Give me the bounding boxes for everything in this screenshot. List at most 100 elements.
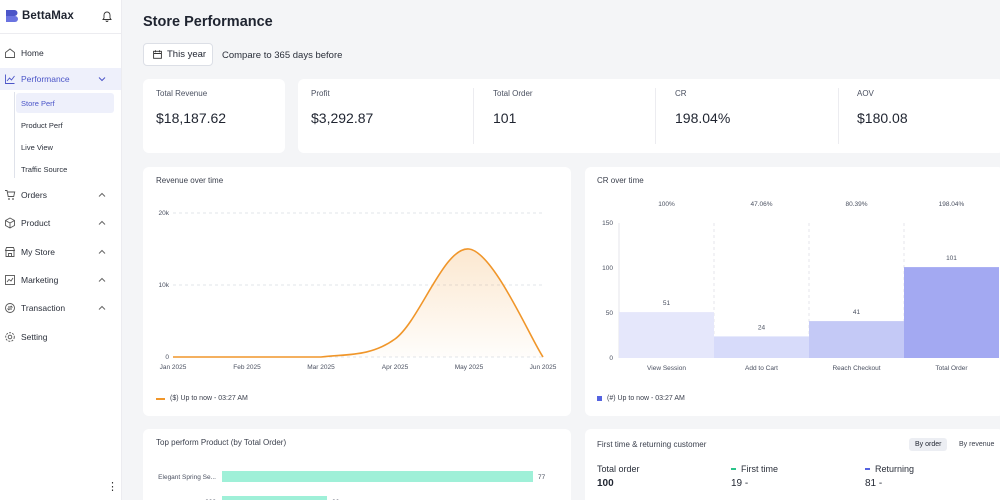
sidebar-divider: [0, 33, 121, 34]
y-tick-label: 0: [165, 354, 169, 361]
y-tick-label: 20k: [159, 210, 170, 217]
kpi-value-aov: $180.08: [857, 110, 908, 126]
sidebar-item-my-store[interactable]: My Store: [0, 241, 121, 263]
cart-icon: [5, 190, 16, 200]
sidebar-item-label: Performance: [21, 74, 70, 84]
transaction-icon: [5, 303, 15, 313]
marketing-icon: [5, 275, 15, 285]
cr-bar: [619, 312, 714, 358]
x-tick-label: Jun 2025: [530, 364, 557, 371]
period-select-button[interactable]: This year: [143, 43, 213, 66]
cr-legend-text: (#) Up to now - 03:27 AM: [607, 395, 685, 402]
legend-swatch: [156, 397, 165, 400]
y-tick-label: 100: [602, 265, 613, 272]
product-name-label: Elegant Spring Se...: [158, 474, 216, 481]
x-tick-label: Reach Checkout: [832, 365, 880, 372]
revenue-chart-title: Revenue over time: [156, 176, 224, 185]
product-bar: [222, 496, 328, 500]
x-tick-label: View Session: [647, 365, 686, 372]
bar-value-label: 41: [853, 309, 861, 316]
brand[interactable]: BettaMax: [5, 9, 74, 23]
sidebar-item-performance[interactable]: Performance: [0, 68, 121, 90]
returning-label-wrap: Returning: [865, 464, 914, 474]
sidebar-subitem-live-view[interactable]: Live View: [21, 142, 53, 152]
sidebar-item-transaction[interactable]: Transaction: [0, 297, 121, 319]
page-title: Store Performance: [143, 14, 273, 30]
sidebar-subitem-traffic-source[interactable]: Traffic Source: [21, 164, 68, 174]
chevron-down-icon: [98, 77, 106, 82]
revenue-legend-text: ($) Up to now - 03:27 AM: [170, 395, 248, 402]
sidebar-item-setting[interactable]: Setting: [0, 326, 121, 348]
first-time-label: First time: [741, 464, 778, 474]
calendar-icon: [153, 50, 162, 59]
sidebar-subitem-store-perf[interactable]: Store Perf: [16, 93, 114, 113]
total-order-value: 100: [597, 478, 614, 489]
revenue-area: [173, 248, 543, 357]
total-order-label: Total order: [597, 464, 640, 474]
x-tick-label: Mar 2025: [307, 364, 335, 371]
chevron-up-icon: [98, 249, 106, 254]
percent-label: 100%: [658, 201, 675, 208]
sidebar-item-label: My Store: [21, 247, 56, 257]
cr-legend: (#) Up to now - 03:27 AM: [597, 395, 685, 402]
kpi-divider: [838, 88, 839, 144]
kpi-label-total-order: Total Order: [493, 89, 533, 98]
first-time-swatch: [731, 468, 736, 470]
kpi-divider: [473, 88, 474, 144]
y-tick-label: 10k: [159, 282, 170, 289]
percent-label: 47.06%: [750, 201, 772, 208]
first-time-label-wrap: First time: [731, 464, 778, 474]
top-products-card: Top perform Product (by Total Order): [143, 429, 571, 500]
sidebar-subitem-product-perf[interactable]: Product Perf: [21, 120, 63, 130]
top-products-bar-chart: Elegant Spring Se...7722226: [158, 471, 546, 500]
by-order-toggle[interactable]: By order: [909, 438, 948, 451]
kpi-card-total-revenue: Total Revenue $18,187.62: [143, 79, 285, 153]
cr-bar: [904, 267, 999, 358]
x-tick-label: Add to Cart: [745, 365, 778, 372]
x-tick-label: May 2025: [455, 364, 484, 371]
x-tick-label: Jan 2025: [160, 364, 187, 371]
chevron-up-icon: [98, 192, 106, 197]
sidebar-item-product[interactable]: Product: [0, 212, 121, 234]
home-icon: [5, 48, 15, 58]
cr-chart-title: CR over time: [597, 176, 644, 185]
percent-label: 198.04%: [939, 201, 965, 208]
kpi-value-cr: 198.04%: [675, 110, 731, 126]
bar-value-label: 101: [946, 255, 957, 262]
percent-label: 80.39%: [845, 201, 867, 208]
sidebar: BettaMax Home Performance Store Perf Pro…: [0, 0, 122, 500]
sidebar-item-marketing[interactable]: Marketing: [0, 269, 121, 291]
sidebar-item-home[interactable]: Home: [0, 42, 121, 64]
bettamax-logo-icon: [6, 10, 18, 22]
kpi-label-aov: AOV: [857, 89, 874, 98]
legend-swatch: [597, 396, 602, 401]
cr-bar-chart: 0 50 100 150 100% 51 View Session 47.06% 24 Add t…: [602, 201, 999, 372]
top-products-title: Top perform Product (by Total Order): [156, 438, 287, 447]
x-tick-label: Apr 2025: [382, 364, 409, 371]
submenu-rail: [14, 92, 15, 178]
more-options-icon[interactable]: ⋮: [107, 481, 118, 493]
compare-text: Compare to 365 days before: [222, 50, 343, 61]
sidebar-item-label: Marketing: [21, 275, 59, 285]
sidebar-item-label: Transaction: [21, 303, 66, 313]
brand-name: BettaMax: [22, 10, 74, 22]
sidebar-item-label: Product: [21, 218, 51, 228]
sidebar-item-label: Orders: [21, 190, 47, 200]
returning-label: Returning: [875, 464, 915, 474]
sidebar-item-orders[interactable]: Orders: [0, 184, 121, 206]
bar-value-label: 24: [758, 324, 766, 331]
product-bar: [222, 471, 533, 482]
cr-bar: [714, 336, 809, 358]
bell-icon[interactable]: [102, 11, 112, 22]
product-value-label: 77: [538, 474, 546, 481]
sidebar-item-label: Home: [21, 48, 44, 58]
gear-icon: [5, 332, 15, 342]
y-tick-label: 150: [602, 220, 613, 227]
kpi-value-profit: $3,292.87: [311, 110, 374, 126]
period-button-label: This year: [167, 49, 207, 60]
y-tick-label: 50: [606, 310, 614, 317]
sidebar-item-label: Setting: [21, 332, 48, 342]
by-revenue-toggle[interactable]: By revenue: [959, 441, 995, 448]
store-icon: [4, 247, 16, 257]
cr-bar: [809, 321, 904, 358]
